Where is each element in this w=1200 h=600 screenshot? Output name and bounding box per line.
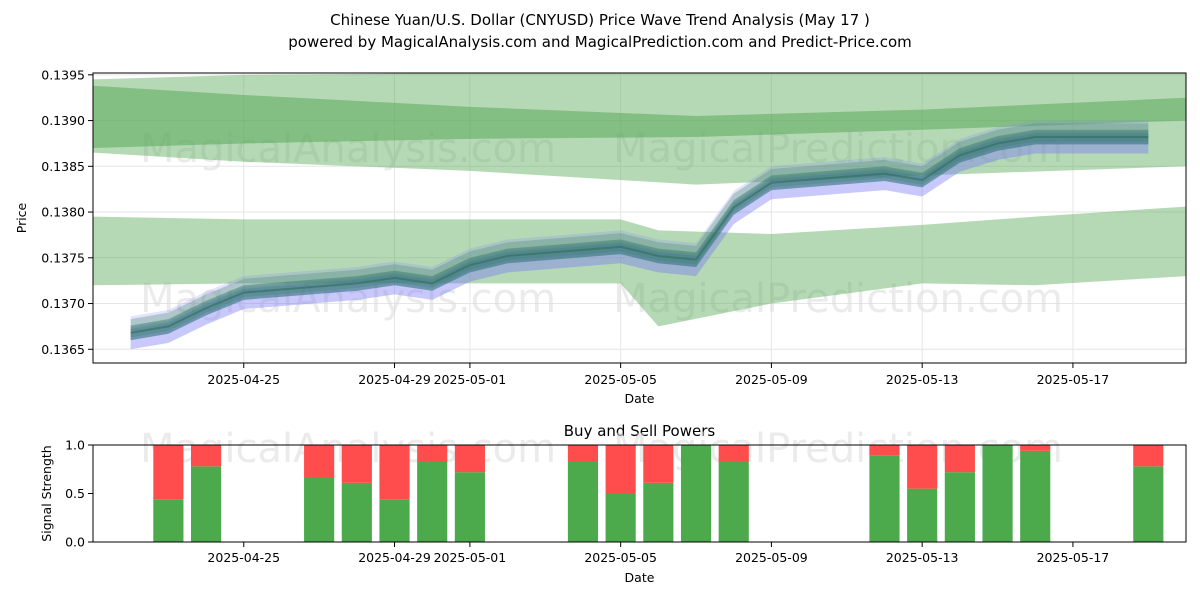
sell-bar-2 xyxy=(304,445,335,478)
buy-bar-17 xyxy=(1133,466,1164,542)
top-y-tick-6: 0.1395 xyxy=(41,67,85,82)
bottom-x-tick-5: 2025-05-13 xyxy=(886,550,959,565)
sell-bar-3 xyxy=(341,445,372,483)
bottom-x-axis-label: Date xyxy=(625,570,655,585)
bottom-x-tick-0: 2025-04-25 xyxy=(207,550,280,565)
buy-bar-7 xyxy=(567,461,599,542)
sell-bar-11 xyxy=(718,445,749,462)
buy-bar-4 xyxy=(379,499,410,542)
price-wave-band-0 xyxy=(130,120,1149,350)
price-wave-band-2 xyxy=(130,123,1149,338)
bottom-x-tick-2: 2025-05-01 xyxy=(434,550,507,565)
buy-bar-2 xyxy=(304,477,335,542)
green-band-2 xyxy=(93,206,1186,327)
bottom-x-tick-1: 2025-04-29 xyxy=(358,550,431,565)
buy-bar-0 xyxy=(153,499,184,542)
top-y-tick-3: 0.1380 xyxy=(41,205,85,220)
sell-bar-7 xyxy=(567,445,599,462)
buy-bar-1 xyxy=(190,466,222,542)
top-x-tick-1: 2025-04-29 xyxy=(358,372,431,387)
sell-bar-16 xyxy=(1020,445,1051,451)
sell-bar-9 xyxy=(643,445,674,483)
top-plot-area xyxy=(93,73,1186,350)
top-y-tick-4: 0.1385 xyxy=(41,159,85,174)
bottom-y-tick-0: 0.0 xyxy=(65,535,85,550)
buy-bar-14 xyxy=(944,472,975,542)
bottom-x-tick-4: 2025-05-09 xyxy=(735,550,808,565)
top-x-tick-5: 2025-05-13 xyxy=(886,372,959,387)
bottom-x-tick-6: 2025-05-17 xyxy=(1037,550,1110,565)
green-band-1 xyxy=(93,85,1186,149)
buy-bar-11 xyxy=(718,461,749,542)
price-line xyxy=(130,136,1149,334)
buy-bar-12 xyxy=(869,455,900,542)
top-x-tick-2: 2025-05-01 xyxy=(434,372,507,387)
top-x-axis-label: Date xyxy=(625,391,655,406)
top-y-axis-label: Price xyxy=(14,202,29,233)
powers-title: Buy and Sell Powers xyxy=(564,422,716,440)
watermark-prediction-2: MagicalPrediction.com xyxy=(613,276,1063,322)
sell-bar-13 xyxy=(907,445,938,489)
price-wave-band-3 xyxy=(130,129,1149,341)
top-x-tick-0: 2025-04-25 xyxy=(207,372,280,387)
top-y-tick-2: 0.1375 xyxy=(41,250,85,265)
top-x-tick-6: 2025-05-17 xyxy=(1037,372,1110,387)
top-x-tick-4: 2025-05-09 xyxy=(735,372,808,387)
sell-bar-8 xyxy=(605,445,636,494)
buy-bar-6 xyxy=(454,472,485,542)
buy-bar-9 xyxy=(643,482,674,542)
buy-bar-5 xyxy=(417,461,448,542)
buy-sell-powers-plot: Buy and Sell PowersMagicalAnalysis.comMa… xyxy=(39,422,1187,585)
chart-subtitle: powered by MagicalAnalysis.com and Magic… xyxy=(288,33,912,51)
sell-bar-5 xyxy=(417,445,448,462)
top-y-tick-1: 0.1370 xyxy=(41,296,85,311)
sell-bar-4 xyxy=(379,445,410,500)
top-y-tick-5: 0.1390 xyxy=(41,113,85,128)
bottom-x-tick-3: 2025-05-05 xyxy=(584,550,657,565)
sell-bar-1 xyxy=(190,445,222,467)
buy-bar-13 xyxy=(907,488,938,542)
chart-title: Chinese Yuan/U.S. Dollar (CNYUSD) Price … xyxy=(330,11,870,29)
price-wave-plot: MagicalAnalysis.com MagicalPrediction.com… xyxy=(14,67,1187,406)
bottom-y-tick-1: 0.5 xyxy=(65,486,85,501)
price-wave-band-1 xyxy=(130,131,1149,350)
buy-bar-15 xyxy=(982,445,1013,542)
bottom-y-tick-2: 1.0 xyxy=(65,438,85,453)
top-y-tick-0: 0.1365 xyxy=(41,342,85,357)
bottom-y-axis-label: Signal Strength xyxy=(39,445,54,541)
sell-bar-14 xyxy=(944,445,975,473)
buy-bar-8 xyxy=(605,493,636,542)
sell-bar-17 xyxy=(1133,445,1164,467)
top-x-tick-3: 2025-05-05 xyxy=(584,372,657,387)
sell-bar-6 xyxy=(454,445,485,473)
sell-bar-12 xyxy=(869,445,900,456)
buy-bar-16 xyxy=(1020,450,1051,542)
sell-bar-0 xyxy=(153,445,184,500)
buy-bar-10 xyxy=(680,445,712,542)
buy-bar-3 xyxy=(341,482,372,542)
top-axes-frame xyxy=(92,72,1187,364)
